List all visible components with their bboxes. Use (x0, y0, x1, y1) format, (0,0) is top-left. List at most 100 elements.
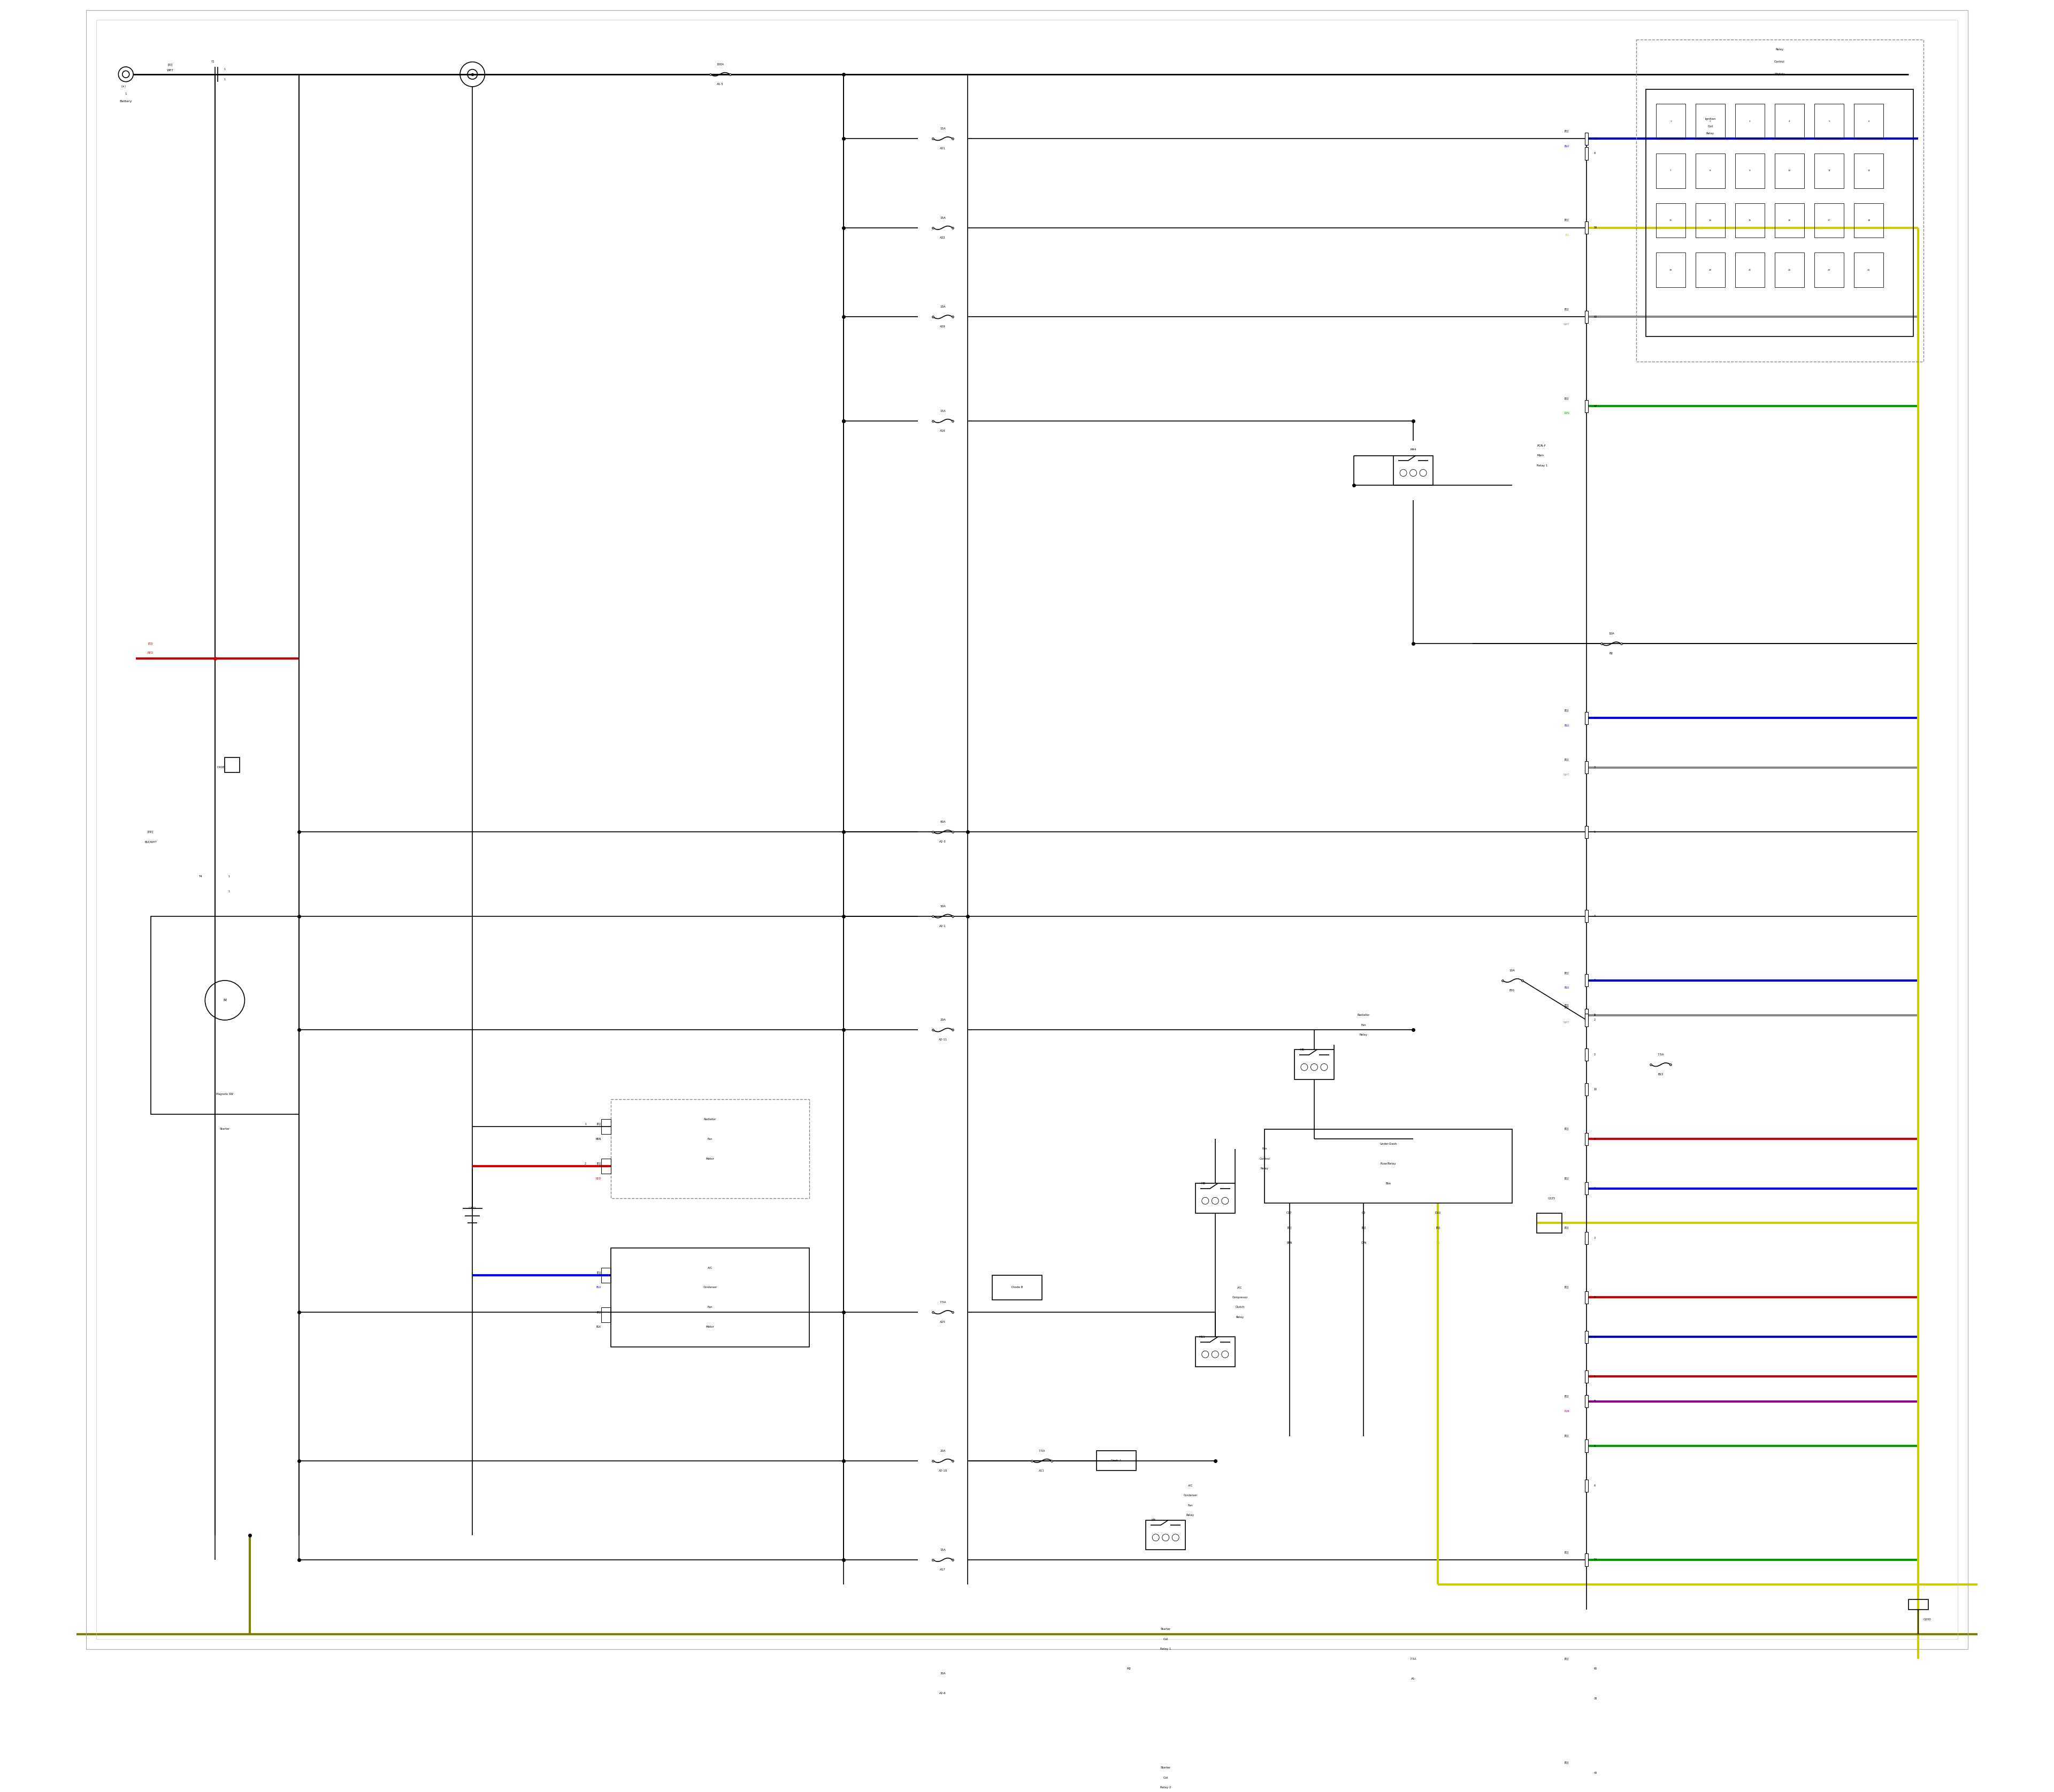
Bar (1586, 1371, 1588, 1383)
Text: 10: 10 (1594, 1088, 1598, 1091)
Text: 22: 22 (1789, 269, 1791, 271)
Text: A2-1: A2-1 (939, 925, 947, 926)
Text: 13: 13 (1670, 219, 1672, 222)
Bar (1586, 1183, 1588, 1195)
Text: [EJ]: [EJ] (1436, 1228, 1440, 1229)
Text: C17: C17 (1286, 1211, 1292, 1215)
Bar (1908, 1600, 1929, 1609)
Text: [EJ]: [EJ] (1288, 1228, 1292, 1229)
Text: 10A: 10A (1510, 969, 1516, 971)
Text: [EJ]: [EJ] (1565, 129, 1569, 133)
Text: Fuse/Relay: Fuse/Relay (1380, 1163, 1397, 1165)
Bar (1586, 1480, 1588, 1491)
Bar (1814, 202, 1844, 238)
Text: 16: 16 (1789, 219, 1791, 222)
Text: (+): (+) (121, 86, 125, 88)
Text: Relay 1: Relay 1 (1161, 1647, 1171, 1650)
Text: 17: 17 (1828, 219, 1830, 222)
Bar (1586, 1439, 1588, 1452)
Bar (1586, 310, 1588, 323)
Bar (1586, 1331, 1588, 1344)
Bar (1586, 1292, 1588, 1303)
Text: [EJ]: [EJ] (598, 1163, 602, 1165)
Text: B22: B22 (1658, 1073, 1664, 1075)
Text: BRN: BRN (1286, 1242, 1292, 1244)
Text: Diode B: Diode B (1011, 1287, 1023, 1288)
Bar (1536, 1213, 1561, 1233)
Bar (1393, 455, 1434, 486)
Bar (1586, 1396, 1588, 1407)
Bar (1586, 222, 1588, 235)
Text: 60: 60 (1594, 1667, 1598, 1670)
Bar (1775, 202, 1803, 238)
Text: Fan: Fan (1261, 1147, 1267, 1150)
Text: Battery: Battery (119, 100, 131, 102)
Bar (1695, 154, 1725, 188)
Text: BLU: BLU (596, 1287, 602, 1288)
Text: 50A: 50A (941, 905, 945, 907)
Text: PGN-F: PGN-F (1536, 444, 1547, 446)
Bar (1775, 104, 1803, 138)
Text: [EJ]: [EJ] (1565, 1004, 1569, 1007)
Text: G301: G301 (468, 1206, 477, 1210)
Bar (1736, 253, 1764, 287)
Text: Motor: Motor (707, 1158, 715, 1159)
Text: M3: M3 (1152, 1520, 1156, 1521)
Text: Relay: Relay (1360, 1034, 1368, 1036)
Bar (1195, 1337, 1234, 1367)
Text: 18: 18 (1867, 219, 1869, 222)
Bar (602, 1159, 612, 1174)
Text: Starter: Starter (220, 1127, 230, 1131)
Bar (1637, 39, 1923, 362)
Text: 20: 20 (1709, 269, 1711, 271)
Text: M: M (224, 998, 226, 1002)
Text: Condenser: Condenser (702, 1287, 717, 1288)
Text: 58: 58 (1594, 138, 1598, 140)
Text: Relay: Relay (1707, 133, 1715, 134)
Text: [EJ]: [EJ] (1565, 1552, 1569, 1554)
Bar (1586, 147, 1588, 159)
Text: [EJ]: [EJ] (1565, 1007, 1569, 1009)
Text: M11: M11 (1200, 1335, 1206, 1339)
Bar (1855, 253, 1884, 287)
Text: A22: A22 (941, 237, 945, 238)
Text: PUR: PUR (1563, 1410, 1569, 1412)
Text: YEL: YEL (1436, 1242, 1440, 1244)
Text: Compressor: Compressor (1232, 1296, 1249, 1299)
Text: Cut: Cut (1163, 1638, 1169, 1640)
Text: Relay: Relay (1261, 1167, 1269, 1170)
Text: [EI]: [EI] (168, 63, 173, 66)
Text: [EJ]: [EJ] (598, 1312, 602, 1314)
Bar (612, 1247, 809, 1348)
Text: 20A: 20A (941, 1018, 945, 1021)
Text: Clutch: Clutch (1234, 1306, 1245, 1308)
Text: Fan: Fan (1362, 1023, 1366, 1027)
Bar (1586, 1396, 1588, 1407)
Text: BLK/WHT: BLK/WHT (144, 840, 156, 844)
Text: B31: B31 (1510, 989, 1516, 991)
Text: WHT: WHT (1563, 323, 1569, 326)
Text: A2-10: A2-10 (939, 1469, 947, 1471)
Bar (1265, 1129, 1512, 1202)
Bar (1775, 154, 1803, 188)
Bar (1146, 1520, 1185, 1550)
Text: BLU: BLU (1565, 145, 1569, 147)
Bar (224, 758, 240, 772)
Bar (1586, 1767, 1588, 1779)
Text: M44: M44 (1411, 448, 1417, 452)
Text: 7.5A: 7.5A (939, 1301, 947, 1303)
Text: BLU: BLU (1565, 724, 1569, 728)
Text: A2-6: A2-6 (939, 1692, 947, 1695)
Text: 11: 11 (1828, 170, 1830, 172)
Bar (1695, 253, 1725, 287)
Bar (1695, 202, 1725, 238)
Text: 15A: 15A (941, 217, 945, 219)
Bar (992, 1276, 1041, 1299)
Text: [EJ]: [EJ] (148, 642, 154, 645)
Text: 21: 21 (1748, 269, 1752, 271)
Text: Control: Control (1775, 61, 1785, 63)
Bar (1656, 253, 1686, 287)
Text: G200: G200 (1923, 1618, 1931, 1620)
Bar (1097, 1452, 1136, 1471)
Bar (1586, 133, 1588, 145)
